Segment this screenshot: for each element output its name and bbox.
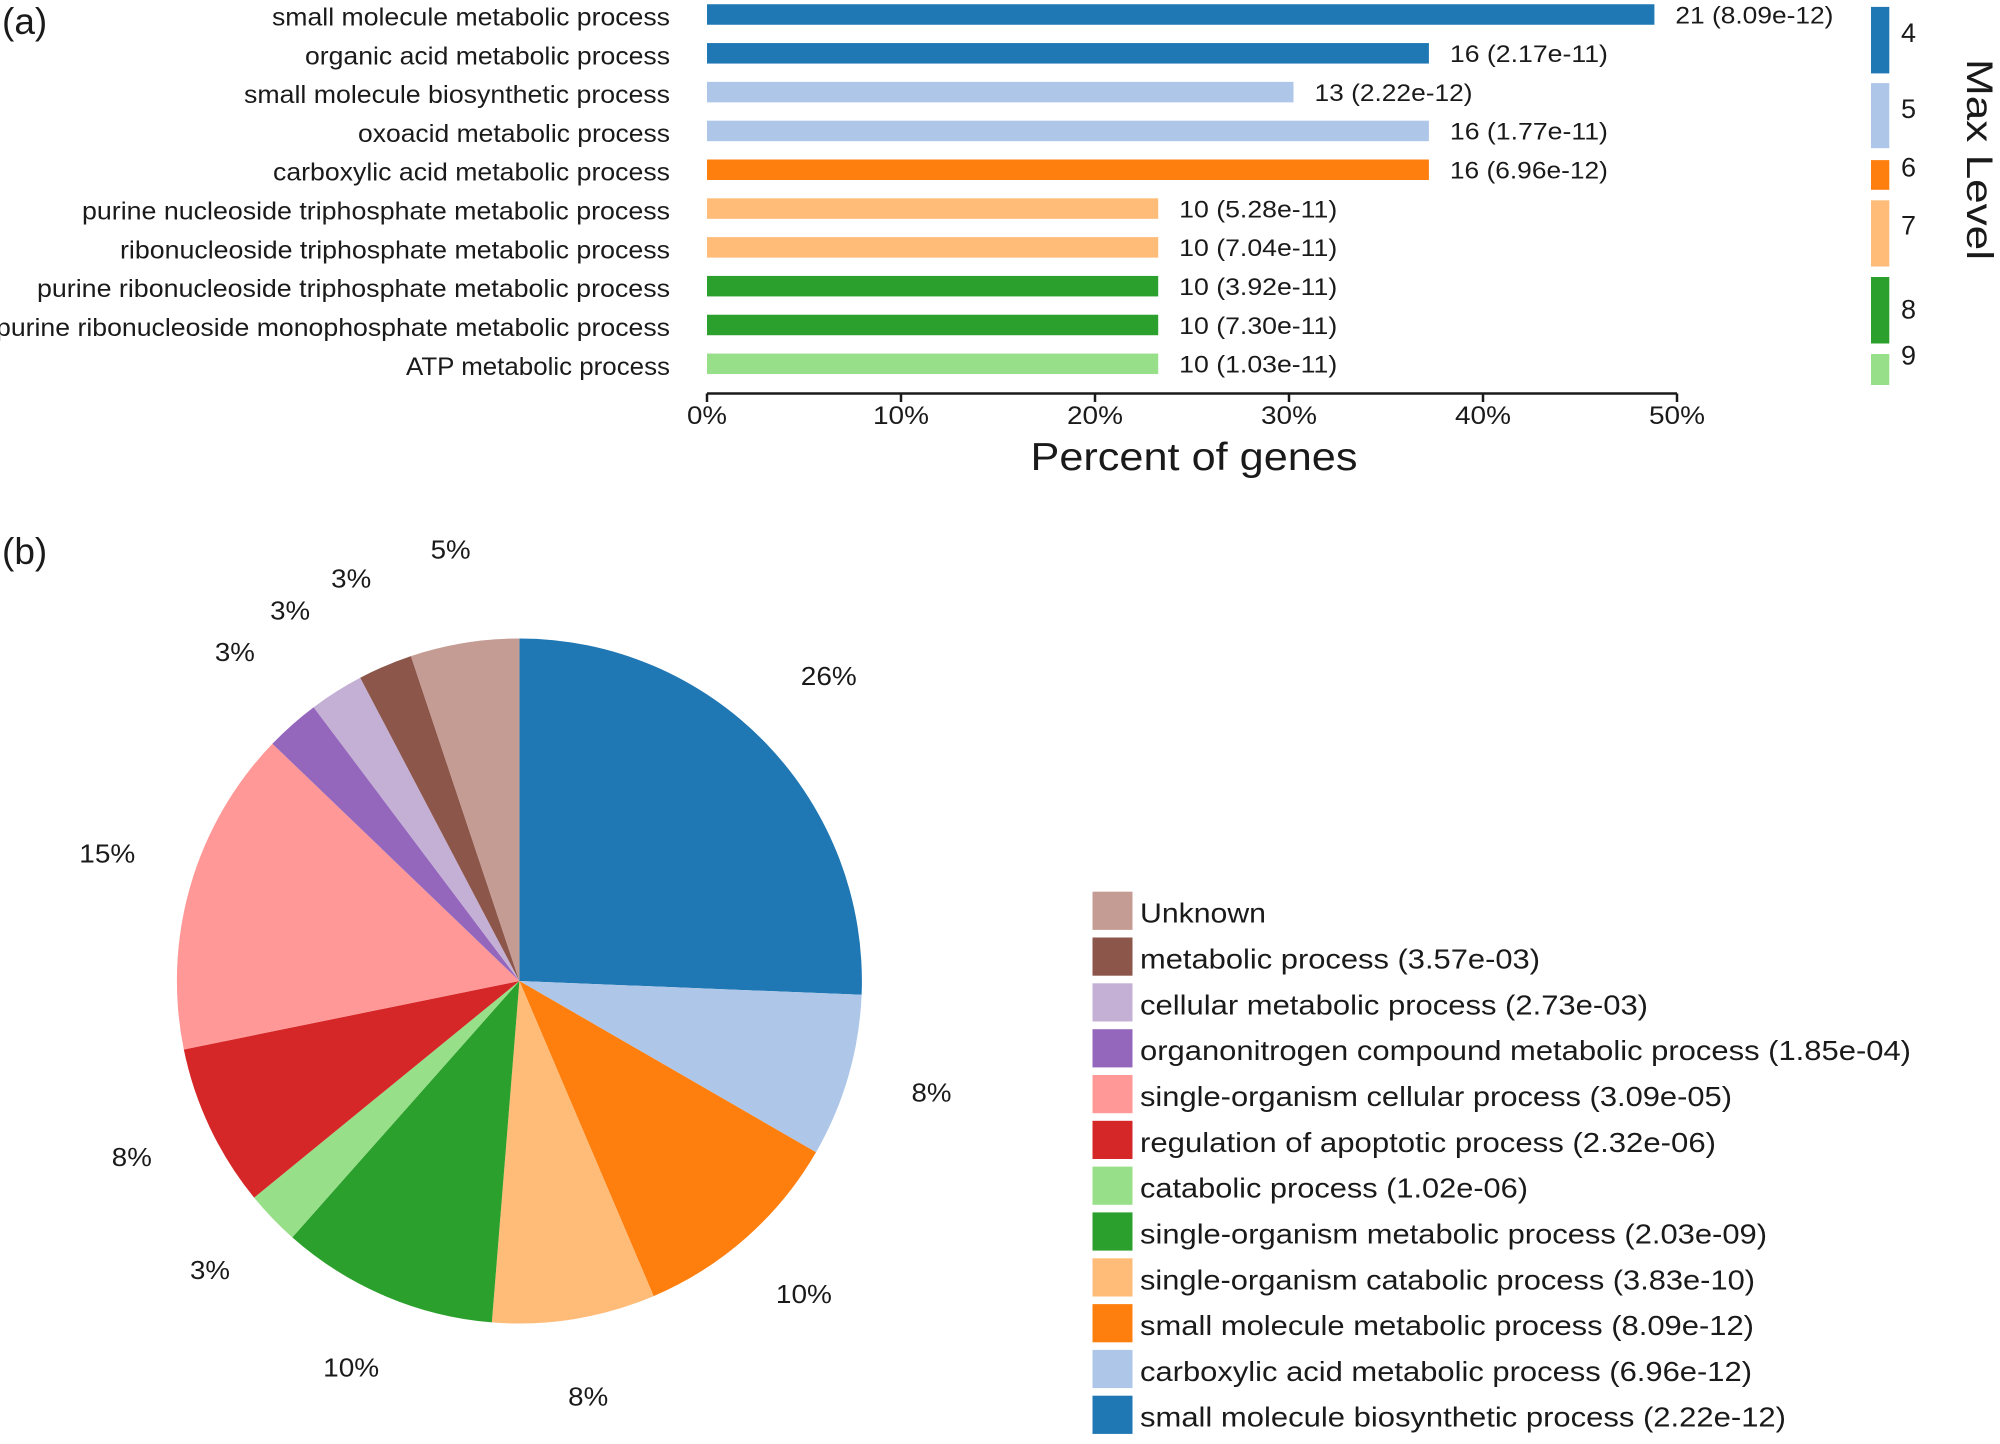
svg-text:0%: 0% xyxy=(687,402,727,430)
svg-text:carboxylic acid metabolic proc: carboxylic acid metabolic process xyxy=(273,159,670,187)
svg-text:13 (2.22e-12): 13 (2.22e-12) xyxy=(1315,80,1473,107)
svg-text:50%: 50% xyxy=(1649,402,1705,430)
svg-text:organonitrogen compound metabo: organonitrogen compound metabolic proces… xyxy=(1140,1035,1911,1066)
svg-text:10 (3.92e-11): 10 (3.92e-11) xyxy=(1179,274,1337,301)
svg-text:ribonucleoside triphosphate me: ribonucleoside triphosphate metabolic pr… xyxy=(120,236,670,264)
svg-text:8%: 8% xyxy=(912,1077,952,1107)
svg-text:8: 8 xyxy=(1901,294,1916,324)
svg-text:21 (8.09e-12): 21 (8.09e-12) xyxy=(1675,2,1833,29)
svg-text:9: 9 xyxy=(1901,341,1916,371)
svg-text:metabolic process (3.57e-03): metabolic process (3.57e-03) xyxy=(1140,944,1540,975)
svg-text:4: 4 xyxy=(1901,18,1916,48)
svg-text:6: 6 xyxy=(1901,152,1916,182)
svg-text:single-organism catabolic proc: single-organism catabolic process (3.83e… xyxy=(1140,1264,1755,1295)
svg-text:small molecule biosynthetic pr: small molecule biosynthetic process (2.2… xyxy=(1140,1402,1786,1433)
svg-text:catabolic process (1.02e-06): catabolic process (1.02e-06) xyxy=(1140,1173,1528,1204)
svg-text:3%: 3% xyxy=(331,563,371,593)
svg-text:10 (1.03e-11): 10 (1.03e-11) xyxy=(1179,352,1337,379)
svg-text:3%: 3% xyxy=(270,595,310,625)
svg-text:(b): (b) xyxy=(2,531,47,572)
svg-text:purine ribonucleoside monophos: purine ribonucleoside monophosphate meta… xyxy=(0,314,670,342)
svg-text:10%: 10% xyxy=(873,402,929,430)
svg-text:small molecule metabolic proce: small molecule metabolic process (8.09e-… xyxy=(1140,1310,1754,1341)
svg-text:purine ribonucleoside triphosp: purine ribonucleoside triphosphate metab… xyxy=(37,275,670,303)
svg-text:single-organism metabolic proc: single-organism metabolic process (2.03e… xyxy=(1140,1218,1767,1249)
svg-text:purine nucleoside triphosphate: purine nucleoside triphosphate metabolic… xyxy=(82,198,670,226)
svg-text:10 (7.04e-11): 10 (7.04e-11) xyxy=(1179,235,1337,262)
svg-text:8%: 8% xyxy=(112,1142,152,1172)
svg-text:Unknown: Unknown xyxy=(1140,898,1266,929)
svg-text:carboxylic acid metabolic proc: carboxylic acid metabolic process (6.96e… xyxy=(1140,1356,1752,1387)
svg-text:15%: 15% xyxy=(79,839,135,869)
svg-text:16 (6.96e-12): 16 (6.96e-12) xyxy=(1450,158,1608,185)
svg-text:organic acid metabolic process: organic acid metabolic process xyxy=(305,42,670,70)
svg-text:40%: 40% xyxy=(1455,402,1511,430)
svg-text:10 (5.28e-11): 10 (5.28e-11) xyxy=(1179,196,1337,223)
svg-text:20%: 20% xyxy=(1067,402,1123,430)
svg-text:16 (2.17e-11): 16 (2.17e-11) xyxy=(1450,41,1608,68)
svg-text:3%: 3% xyxy=(190,1255,230,1285)
svg-text:small molecule biosynthetic pr: small molecule biosynthetic process xyxy=(244,81,670,109)
svg-text:regulation of apoptotic proces: regulation of apoptotic process (2.32e-0… xyxy=(1140,1127,1716,1158)
svg-text:10%: 10% xyxy=(323,1353,379,1383)
svg-text:Max Level: Max Level xyxy=(1959,59,2000,260)
svg-text:ATP metabolic process: ATP metabolic process xyxy=(406,353,670,381)
svg-text:Percent of genes: Percent of genes xyxy=(1031,436,1358,479)
svg-text:16 (1.77e-11): 16 (1.77e-11) xyxy=(1450,119,1608,146)
svg-text:single-organism cellular proce: single-organism cellular process (3.09e-… xyxy=(1140,1081,1732,1112)
svg-text:5: 5 xyxy=(1901,94,1916,124)
svg-text:8%: 8% xyxy=(568,1381,608,1411)
svg-text:26%: 26% xyxy=(801,661,857,691)
svg-text:small molecule metabolic proce: small molecule metabolic process xyxy=(272,4,670,32)
svg-text:(a): (a) xyxy=(2,1,47,42)
svg-text:10 (7.30e-11): 10 (7.30e-11) xyxy=(1179,313,1337,340)
svg-text:cellular metabolic process (2.: cellular metabolic process (2.73e-03) xyxy=(1140,989,1648,1020)
svg-text:3%: 3% xyxy=(215,637,255,667)
svg-text:7: 7 xyxy=(1901,211,1916,241)
svg-text:5%: 5% xyxy=(431,535,471,565)
svg-text:30%: 30% xyxy=(1261,402,1317,430)
svg-text:10%: 10% xyxy=(776,1279,832,1309)
svg-text:oxoacid metabolic process: oxoacid metabolic process xyxy=(358,120,670,148)
